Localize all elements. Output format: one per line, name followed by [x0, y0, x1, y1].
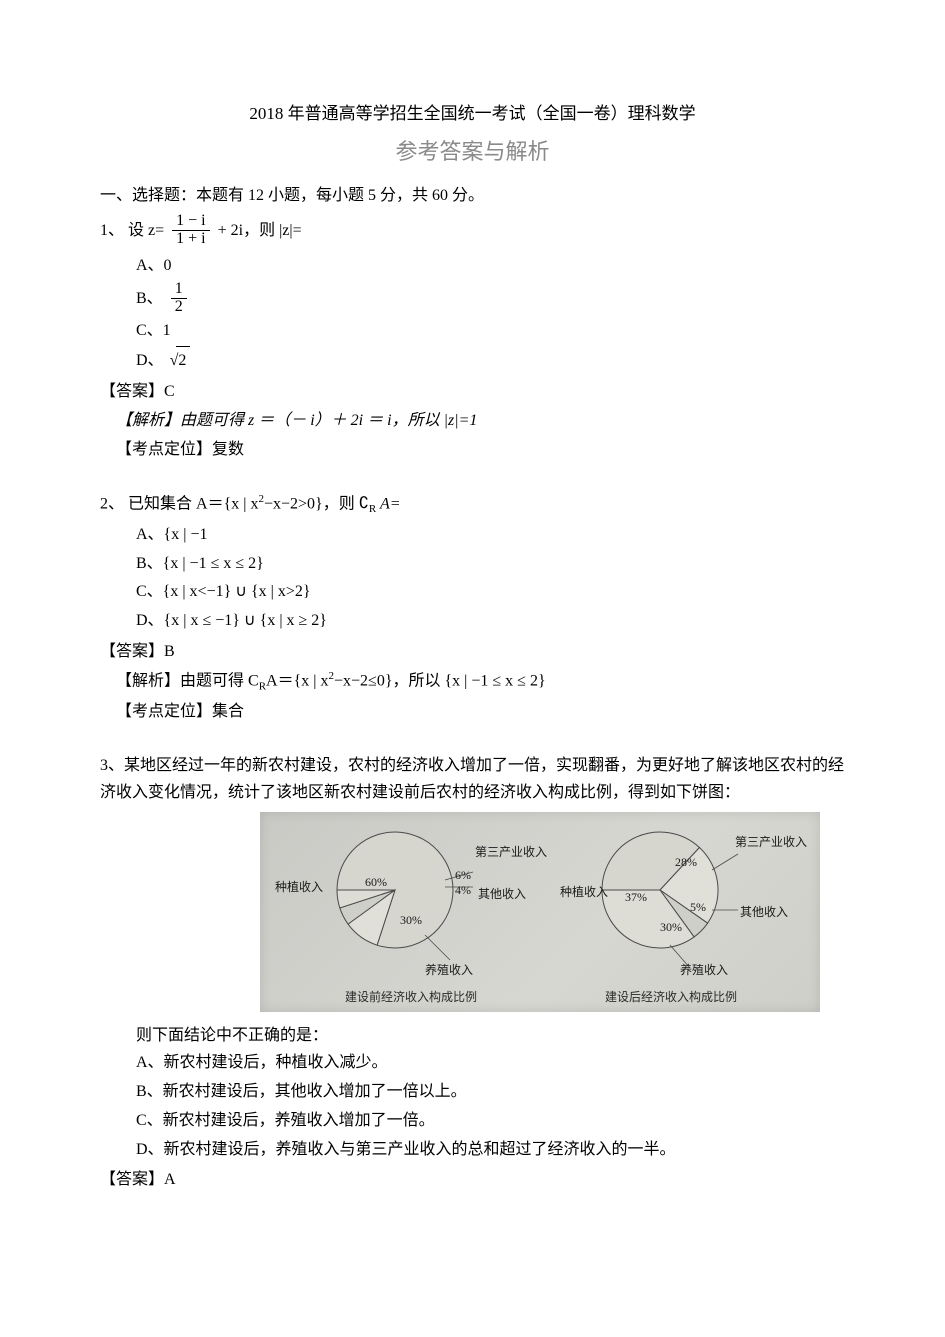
exam-page: 2018 年普通高等学招生全国统一考试（全国一卷）理科数学 参考答案与解析 一、… [0, 0, 945, 1337]
q1-opt-b-den: 2 [171, 299, 187, 316]
q1-frac-den: 1 + i [172, 231, 209, 248]
q2-exp-mid: A＝{x | x [266, 673, 328, 690]
right-other-pct: 5% [690, 897, 706, 917]
sqrt-icon: √2 [168, 346, 191, 376]
q2-opt-b: B、{x | −1 ≤ x ≤ 2} [136, 550, 845, 579]
q2-stem-post: −x−2>0}，则 [264, 495, 359, 512]
right-breed-pct: 30% [660, 917, 682, 937]
left-third-label: 第三产业收入 [475, 842, 547, 862]
q2-opt-d: D、{x | x ≤ −1} ∪ {x | x ≥ 2} [136, 607, 845, 636]
q1-opt-d: D、 √2 [136, 346, 845, 376]
q2-stem-pre: 已知集合 A＝{x | x [128, 495, 258, 512]
q1-label: 1、 [100, 222, 124, 239]
q2-explain: 【解析】由题可得 CRA＝{x | x2−x−2≤0}，所以 {x | −1 ≤… [116, 667, 845, 696]
q1-stem-pre: 设 z= [128, 222, 164, 239]
q1-opt-b: B、 1 2 [136, 281, 845, 318]
q1-opt-b-pre: B、 [136, 290, 163, 307]
q2-label: 2、 [100, 495, 124, 512]
q1-explain-text: 【解析】由题可得 z ＝（－ i）＋ 2i ＝ i，所以 |z|=1 [116, 412, 477, 429]
q3-opt-d: D、新农村建设后，养殖收入与第三产业收入的总和超过了经济收入的一半。 [136, 1136, 845, 1165]
q1-point: 【考点定位】复数 [116, 436, 845, 463]
q1-opt-c: C、1 [136, 317, 845, 346]
left-other-label: 其他收入 [478, 884, 526, 904]
left-caption: 建设前经济收入构成比例 [345, 987, 477, 1007]
left-breed-label: 养殖收入 [425, 960, 473, 980]
q3-opt-b: B、新农村建设后，其他收入增加了一倍以上。 [136, 1078, 845, 1107]
q1-opt-a: A、0 [136, 252, 845, 281]
complement-icon: ∁R [359, 495, 377, 512]
q2-exp-post: −x−2≤0}，所以 {x | −1 ≤ x ≤ 2} [334, 673, 546, 690]
left-plant-label: 种植收入 [275, 877, 323, 897]
q1-opt-b-num: 1 [171, 281, 187, 299]
q1-stem: 1、 设 z= 1 − i 1 + i + 2i，则 |z|= [100, 213, 845, 250]
section-intro: 一、选择题：本题有 12 小题，每小题 5 分，共 60 分。 [100, 182, 845, 209]
q3-answer: 【答案】A [100, 1166, 845, 1193]
left-plant-pct: 60% [365, 872, 387, 892]
q2-point: 【考点定位】集合 [116, 698, 845, 725]
q3-stem-text: 某地区经过一年的新农村建设，农村的经济收入增加了一倍，实现翻番，为更好地了解该地… [100, 757, 844, 801]
right-breed-label: 养殖收入 [680, 960, 728, 980]
q2-compl-A: A= [376, 495, 400, 512]
q1-opt-d-rad: 2 [176, 346, 190, 376]
q1-explain: 【解析】由题可得 z ＝（－ i）＋ 2i ＝ i，所以 |z|=1 [116, 407, 845, 434]
q2-exp-pre: 【解析】由题可得 C [116, 673, 259, 690]
q2-exp-sub: R [259, 681, 266, 693]
left-other-pct: 4% [455, 880, 471, 900]
q3-opt-a: A、新农村建设后，种植收入减少。 [136, 1049, 845, 1078]
q1-frac-num: 1 − i [172, 213, 209, 231]
q3-opt-c: C、新农村建设后，养殖收入增加了一倍。 [136, 1107, 845, 1136]
q2-compl-sym: ∁ [359, 495, 369, 512]
sub-title: 参考答案与解析 [100, 133, 845, 170]
q3-label: 3、 [100, 757, 124, 774]
q1-opt-b-frac: 1 2 [171, 281, 187, 316]
q1-stem-mid: + 2i，则 |z|= [218, 222, 302, 239]
pie-charts: 种植收入 60% 第三产业收入 6% 4% 其他收入 30% 养殖收入 建设前经… [260, 812, 820, 1012]
right-other-label: 其他收入 [740, 902, 788, 922]
q2-stem: 2、 已知集合 A＝{x | x2−x−2>0}，则 ∁R A= [100, 490, 845, 519]
main-title: 2018 年普通高等学招生全国统一考试（全国一卷）理科数学 [100, 100, 845, 129]
q3-after-chart: 则下面结论中不正确的是： [136, 1022, 845, 1049]
right-plant-label: 种植收入 [560, 882, 608, 902]
q1-opt-d-pre: D、 [136, 352, 164, 369]
q1-fraction: 1 − i 1 + i [172, 213, 209, 248]
q2-opt-a: A、{x | −1 [136, 521, 845, 550]
q2-opt-c: C、{x | x<−1} ∪ {x | x>2} [136, 578, 845, 607]
right-third-pct: 28% [675, 852, 697, 872]
left-breed-pct: 30% [400, 910, 422, 930]
q1-answer: 【答案】C [100, 378, 845, 405]
right-plant-pct: 37% [625, 887, 647, 907]
right-caption: 建设后经济收入构成比例 [605, 987, 737, 1007]
right-third-label: 第三产业收入 [735, 832, 807, 852]
q3-stem: 3、某地区经过一年的新农村建设，农村的经济收入增加了一倍，实现翻番，为更好地了解… [100, 752, 845, 806]
q2-answer: 【答案】B [100, 638, 845, 665]
